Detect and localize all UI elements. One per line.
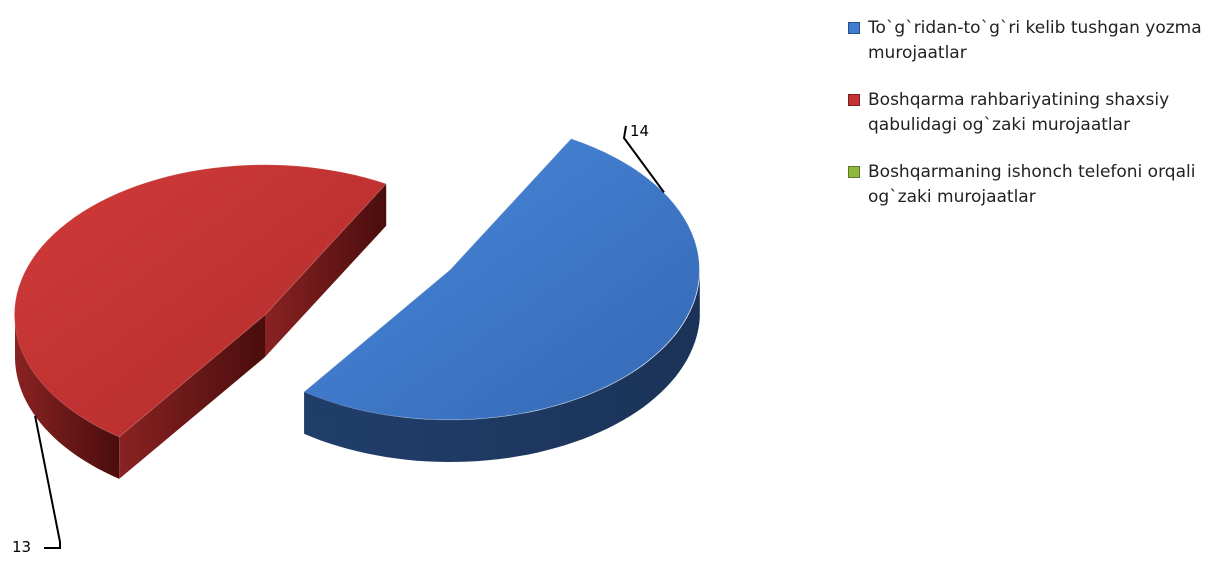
pie-slice-top: [13, 164, 388, 438]
pie-chart-svg: 14 13: [12, 122, 700, 556]
leader-line: [622, 125, 665, 193]
pie-chart: 14 13: [12, 122, 700, 556]
leader-line: [34, 415, 61, 549]
data-label: 14: [630, 122, 649, 140]
pie-slice-cut-face: [119, 315, 265, 479]
legend-label: To`g`ridan-to`g`ri kelib tushgan yozma m…: [868, 18, 1202, 63]
legend-item: To`g`ridan-to`g`ri kelib tushgan yozma m…: [846, 16, 1216, 66]
pie-slice-cut-face: [265, 183, 387, 357]
pie-slice-1: [13, 164, 388, 479]
legend-swatch-icon: [848, 22, 860, 34]
legend-item: Boshqarma rahbariyatining shaxsiy qabuli…: [846, 88, 1216, 138]
legend-item: Boshqarmaning ishonch telefoni orqali og…: [846, 160, 1216, 210]
pie-slice-0: [303, 138, 700, 462]
legend-label: Boshqarma rahbariyatining shaxsiy qabuli…: [868, 90, 1170, 135]
pie-slice-wall: [15, 315, 120, 479]
pie-slice-wall: [304, 275, 700, 462]
data-label: 13: [12, 538, 31, 556]
legend-label: Boshqarmaning ishonch telefoni orqali og…: [868, 162, 1196, 207]
legend-swatch-icon: [848, 166, 860, 178]
legend-swatch-icon: [848, 94, 860, 106]
pie-slice-top: [303, 138, 700, 421]
chart-legend: To`g`ridan-to`g`ri kelib tushgan yozma m…: [846, 16, 1216, 232]
